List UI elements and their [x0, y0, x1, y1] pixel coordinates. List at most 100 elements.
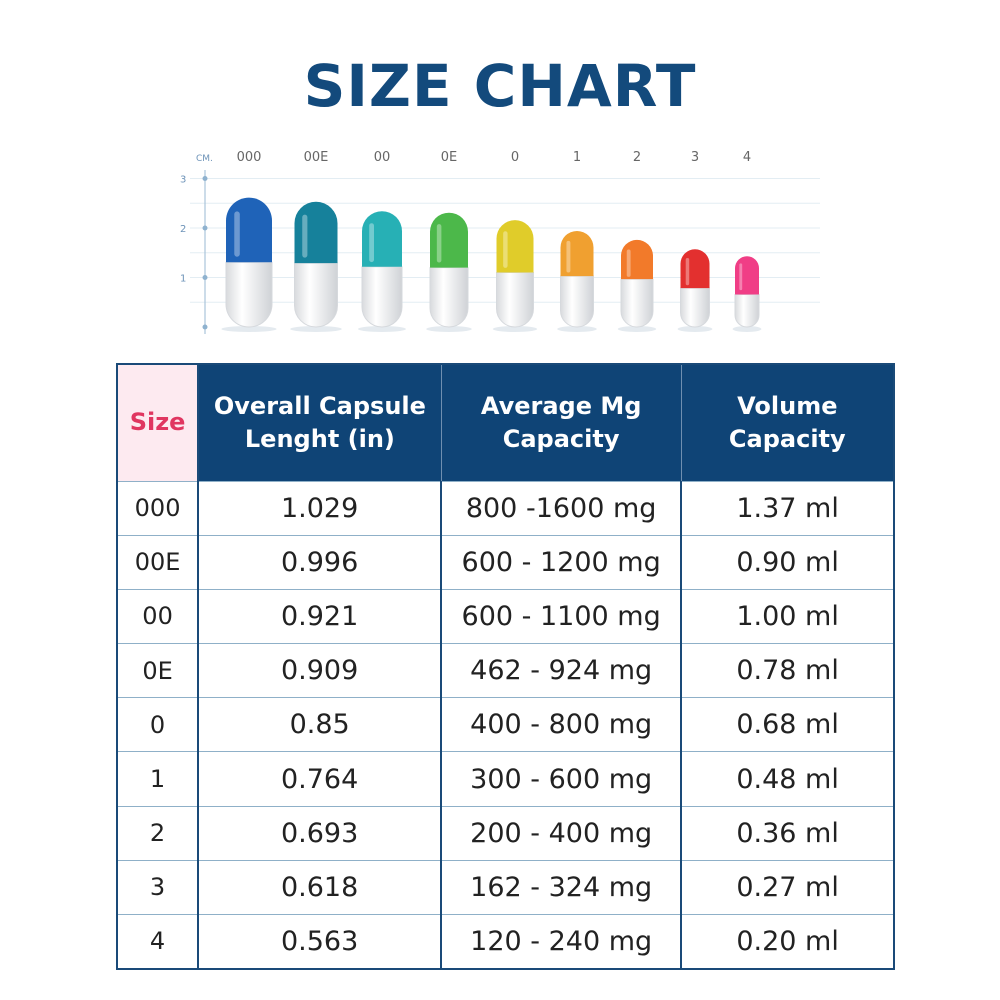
cell-mg: 600 - 1200 mg	[440, 534, 682, 590]
capsule-0E: 0E	[426, 150, 472, 332]
size-label: 0E	[441, 150, 458, 165]
cell-volume: 0.90 ml	[680, 534, 895, 590]
table-row: 1 0.764 300 - 600 mg 0.48 ml	[117, 751, 895, 807]
cell-mg: 120 - 240 mg	[440, 913, 682, 970]
capsule-cap	[621, 239, 653, 280]
capsule-body	[294, 262, 338, 328]
header-volume: Volume Capacity	[680, 364, 894, 481]
cell-length: 1.029	[197, 480, 442, 536]
capsule-4: 4	[732, 150, 762, 332]
unit-label: CM.	[196, 154, 213, 164]
header-size: Size	[116, 364, 200, 481]
cell-size: 0	[117, 697, 199, 753]
header-length: Overall Capsule Lenght (in)	[197, 364, 442, 481]
table-row: 00 0.921 600 - 1100 mg 1.00 ml	[117, 588, 895, 645]
axis-tick-dot	[202, 176, 208, 181]
cell-volume: 0.78 ml	[680, 643, 895, 699]
capsule-body	[620, 278, 654, 328]
cell-length: 0.618	[197, 859, 442, 916]
capsule-cap	[735, 256, 759, 295]
cell-size: 0E	[117, 643, 199, 699]
cell-size: 00E	[117, 534, 199, 590]
capsule-cap	[560, 230, 594, 277]
cell-size: 4	[117, 913, 199, 970]
size-label: 4	[743, 150, 751, 165]
capsule-00: 00	[358, 150, 406, 332]
cell-length: 0.563	[197, 913, 442, 970]
capsule-cap	[680, 249, 710, 289]
table-row: 000 1.029 800 -1600 mg 1.37 ml	[117, 480, 895, 536]
capsule-cap	[496, 220, 534, 273]
capsule-1: 1	[557, 150, 597, 332]
cell-volume: 0.36 ml	[680, 805, 895, 861]
cell-length: 0.764	[197, 751, 442, 807]
table-row: 3 0.618 162 - 324 mg 0.27 ml	[117, 859, 895, 916]
size-label: 00E	[304, 150, 329, 165]
header-mg: Average Mg Capacity	[440, 364, 682, 481]
capsule-cap	[226, 197, 272, 263]
cell-size: 2	[117, 805, 199, 861]
cell-length: 0.921	[197, 588, 442, 645]
axis-tick-dot	[202, 324, 208, 330]
y-tick-label: 3	[180, 175, 186, 186]
capsule-body	[496, 271, 534, 328]
cell-size: 3	[117, 859, 199, 916]
capsule-cap	[430, 212, 468, 268]
size-table: Size Overall Capsule Lenght (in) Average…	[116, 363, 895, 970]
cell-size: 1	[117, 751, 199, 807]
axis-tick-dot	[202, 275, 208, 280]
cell-size: 000	[117, 480, 199, 536]
capsule-2: 2	[617, 150, 657, 332]
size-label: 0	[511, 150, 519, 165]
cell-volume: 1.37 ml	[680, 480, 895, 536]
header-volume-label: Volume Capacity	[728, 391, 846, 453]
table-row: 2 0.693 200 - 400 mg 0.36 ml	[117, 805, 895, 861]
capsule-cap	[294, 201, 338, 264]
capsule-size-chart: CM. 3 2 1 000 00E 00 0E 0 1 2 3 4	[180, 150, 820, 334]
capsule-3: 3	[677, 150, 713, 332]
cell-size: 00	[117, 588, 199, 645]
cell-volume: 0.27 ml	[680, 859, 895, 916]
cell-mg: 162 - 324 mg	[440, 859, 682, 916]
cell-mg: 300 - 600 mg	[440, 751, 682, 807]
cell-mg: 600 - 1100 mg	[440, 588, 682, 645]
capsule-body	[734, 293, 760, 328]
cell-length: 0.693	[197, 805, 442, 861]
y-tick-label: 1	[180, 274, 186, 285]
capsule-body	[560, 275, 594, 328]
size-label: 3	[691, 150, 699, 165]
table-header-row: Size Overall Capsule Lenght (in) Average…	[116, 364, 894, 481]
header-length-label: Overall Capsule Lenght (in)	[213, 391, 426, 453]
cell-volume: 0.20 ml	[680, 913, 895, 970]
capsule-body	[225, 261, 273, 328]
cell-length: 0.85	[197, 697, 442, 753]
capsule-cap	[362, 211, 402, 267]
table-row: 0E 0.909 462 - 924 mg 0.78 ml	[117, 643, 895, 699]
cell-length: 0.996	[197, 534, 442, 590]
capsule-body	[361, 266, 403, 328]
page-title: SIZE CHART	[303, 52, 697, 120]
size-label: 1	[573, 150, 581, 165]
cell-volume: 1.00 ml	[680, 588, 895, 645]
size-label: 2	[633, 150, 641, 165]
size-label: 000	[237, 150, 262, 165]
table-row: 0 0.85 400 - 800 mg 0.68 ml	[117, 697, 895, 753]
capsule-00E: 00E	[290, 150, 342, 332]
cell-volume: 0.68 ml	[680, 697, 895, 753]
capsule-000: 000	[221, 150, 277, 332]
y-tick-label: 2	[180, 224, 186, 235]
cell-mg: 200 - 400 mg	[440, 805, 682, 861]
cell-mg: 400 - 800 mg	[440, 697, 682, 753]
size-label: 00	[374, 150, 391, 165]
cell-length: 0.909	[197, 643, 442, 699]
cell-mg: 462 - 924 mg	[440, 643, 682, 699]
capsule-body	[680, 287, 710, 328]
capsule-body	[429, 267, 469, 328]
capsule-0: 0	[492, 150, 538, 332]
table-row: 00E 0.996 600 - 1200 mg 0.90 ml	[117, 534, 895, 590]
table-row: 4 0.563 120 - 240 mg 0.20 ml	[117, 913, 895, 970]
cell-volume: 0.48 ml	[680, 751, 895, 807]
cell-mg: 800 -1600 mg	[440, 480, 682, 536]
header-mg-label: Average Mg Capacity	[480, 391, 642, 453]
axis-tick-dot	[202, 225, 208, 231]
